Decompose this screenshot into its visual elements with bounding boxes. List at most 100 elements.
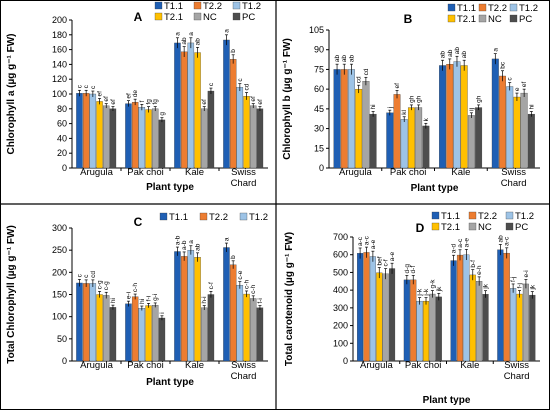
significance-label: gh <box>476 95 483 103</box>
significance-label: ab <box>348 55 355 63</box>
legend-label: NC <box>478 222 492 233</box>
significance-label: f-i <box>146 296 153 301</box>
significance-label: cd <box>356 76 363 83</box>
significance-label: j-k <box>417 288 424 297</box>
bar-t2-1 <box>376 272 383 362</box>
y-tick-label: 150 <box>52 290 67 300</box>
legend-swatch <box>159 212 168 221</box>
significance-label: gh <box>416 95 423 103</box>
bar-t1-1 <box>491 58 499 169</box>
legend-swatch <box>232 12 241 21</box>
significance-label: c <box>507 77 514 81</box>
bar-t1-1 <box>125 303 132 362</box>
bar-t2-2 <box>131 101 139 169</box>
significance-label: c-g <box>97 280 104 289</box>
y-axis-label: Total Chlorophyll (µg g⁻¹ FW) <box>6 225 17 364</box>
significance-label: a <box>492 48 499 52</box>
significance-label: a-c <box>357 236 364 246</box>
significance-label: ef <box>125 93 132 99</box>
significance-label: a <box>188 32 195 36</box>
significance-label: de <box>132 90 139 98</box>
bar-t1-1 <box>174 42 181 169</box>
bar-t2-1 <box>516 293 523 362</box>
significance-label: e-i <box>523 270 530 277</box>
category-label: Kale <box>185 167 204 178</box>
significance-label: a-d <box>451 243 458 253</box>
bar-t1-2 <box>138 308 146 362</box>
significance-label: cd <box>363 68 370 75</box>
bar-t1-2 <box>138 107 146 169</box>
bar-t2-1 <box>407 107 415 169</box>
bar-nc <box>522 283 529 362</box>
significance-label: a <box>223 29 230 33</box>
bar-t1-2 <box>453 61 461 169</box>
bar-t1-2 <box>400 119 408 169</box>
significance-label: e-h <box>476 265 483 275</box>
significance-label: c <box>90 85 97 89</box>
bar-t2-1 <box>355 88 363 169</box>
significance-label: d-f <box>410 266 417 274</box>
legend-swatch <box>447 3 456 12</box>
bar-t2-2 <box>82 283 90 362</box>
panel-letter-d: D <box>416 221 425 235</box>
significance-label: ef <box>201 99 208 105</box>
significance-label: c <box>83 84 90 88</box>
bar-t2-2 <box>229 264 237 362</box>
category-label: Swiss Chard <box>231 360 257 382</box>
significance-label: bc <box>500 61 507 69</box>
bar-t2-2 <box>456 254 464 362</box>
bar-t1-2 <box>348 69 355 169</box>
y-tick-label: 400 <box>333 285 348 295</box>
significance-label: f <box>139 100 146 102</box>
legend-swatch <box>468 222 477 231</box>
significance-label: a <box>223 237 230 241</box>
category-label: Swiss Chard <box>501 167 527 189</box>
legend-label: NC <box>203 12 217 23</box>
significance-label: jk <box>529 284 536 290</box>
y-tick-label: 160 <box>52 45 67 55</box>
category-label: Swiss Chard <box>504 360 530 382</box>
y-tick-label: 700 <box>333 232 348 242</box>
legend-label: T1.1 <box>169 212 188 223</box>
y-tick-label: 50 <box>57 334 67 344</box>
bar-t1-2 <box>463 254 470 362</box>
significance-label: ij <box>468 108 475 111</box>
bar-nc <box>103 105 110 169</box>
bar-pc <box>109 108 117 169</box>
bar-t2-2 <box>82 93 90 169</box>
y-tick-label: 500 <box>333 267 348 277</box>
x-axis-label: Plant type <box>146 377 194 388</box>
legend-label: T2.1 <box>164 12 183 23</box>
y-tick-label: 60 <box>57 119 67 129</box>
legend-label: PC <box>242 12 255 23</box>
significance-label: f-i <box>257 298 264 303</box>
bar-t2-2 <box>180 51 188 169</box>
bar-t1-2 <box>236 87 244 169</box>
bar-t2-1 <box>145 305 152 362</box>
significance-label: a-e <box>389 251 396 261</box>
bar-t1-1 <box>125 103 132 169</box>
bar-pc <box>475 107 483 169</box>
bar-nc <box>103 295 110 362</box>
significance-label: kl <box>401 109 408 114</box>
bar-pc <box>158 119 166 169</box>
significance-label: ef <box>110 99 117 105</box>
significance-label: c-h <box>250 284 257 293</box>
bar-t1-1 <box>439 65 447 169</box>
legend-swatch <box>447 14 456 23</box>
bar-nc <box>362 81 370 169</box>
bar-t2-2 <box>131 296 139 362</box>
bar-t1-1 <box>386 112 394 169</box>
y-tick-label: 75 <box>314 64 324 74</box>
x-axis-label: Plant type <box>423 395 471 406</box>
legend-label: T1.1 <box>457 3 476 14</box>
bar-t1-1 <box>357 253 364 362</box>
significance-label: fg <box>152 99 159 105</box>
category-label: Kale <box>460 360 479 371</box>
significance-label: c <box>76 273 83 277</box>
legend-label: T2.2 <box>478 211 497 222</box>
significance-label: ab <box>181 37 188 45</box>
bar-t2-1 <box>243 96 250 169</box>
